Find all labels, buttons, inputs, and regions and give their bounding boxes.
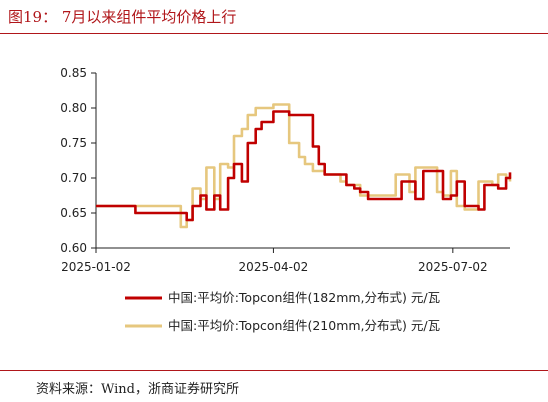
x-tick-label: 2025-07-02	[418, 260, 488, 274]
chart-title: 图19： 7月以来组件平均价格上行	[8, 8, 237, 26]
series-line-1	[96, 110, 512, 222]
x-tick-label: 2025-01-02	[61, 260, 131, 274]
series-lines	[96, 103, 512, 229]
source-divider	[0, 370, 548, 371]
y-tick-label: 0.70	[60, 171, 87, 185]
y-tick-label: 0.65	[60, 206, 87, 220]
x-tick-label: 2025-04-02	[239, 260, 309, 274]
x-axis-ticks: 2025-01-02 2025-04-02 2025-07-02	[61, 248, 488, 274]
y-tick-label: 0.80	[60, 101, 87, 115]
legend-label-series-2: 中国:平均价:Topcon组件(210mm,分布式) 元/瓦	[168, 318, 440, 333]
y-tick-label: 0.75	[60, 136, 87, 150]
y-tick-label: 0.60	[60, 241, 87, 255]
y-axis-ticks: 0.60 0.65 0.70 0.75 0.80 0.85	[60, 66, 96, 255]
y-tick-label: 0.85	[60, 66, 87, 80]
title-divider	[0, 33, 548, 34]
legend-label-series-1: 中国:平均价:Topcon组件(182mm,分布式) 元/瓦	[168, 290, 440, 305]
source-note: 资料来源：Wind，浙商证券研究所	[36, 382, 239, 397]
series-line-2	[96, 103, 512, 229]
